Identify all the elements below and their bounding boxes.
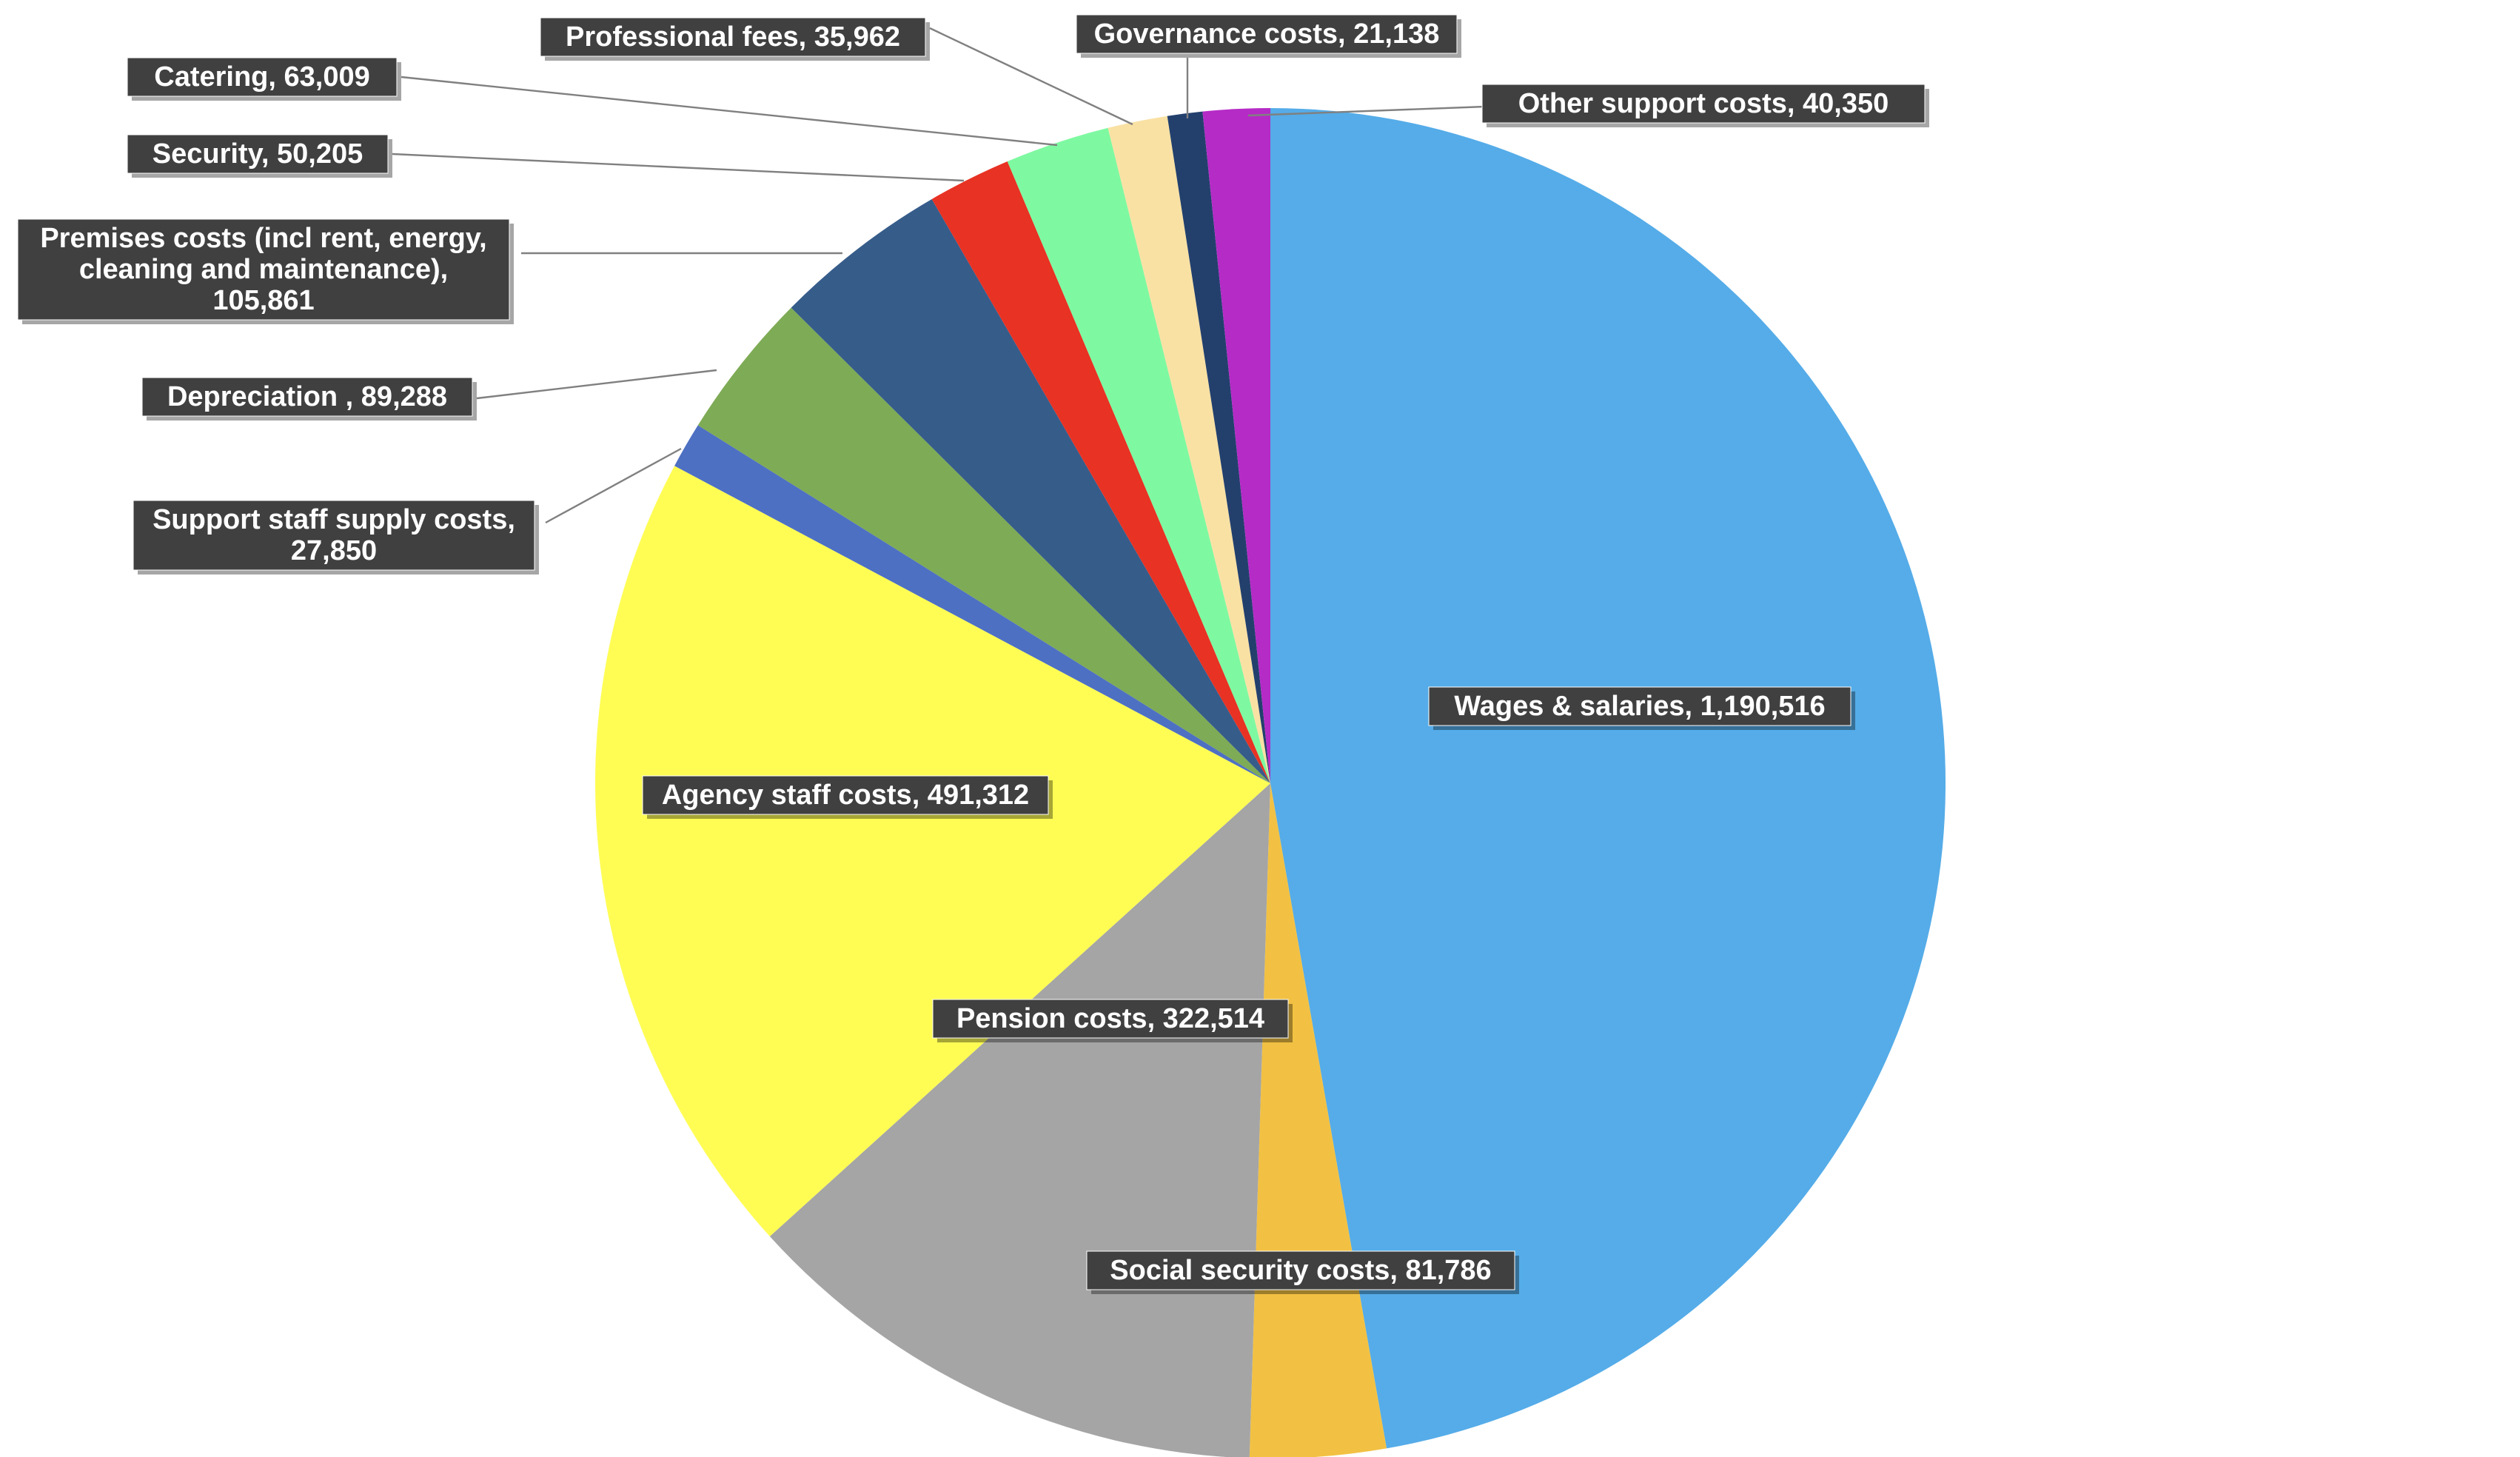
data-label-6: Depreciation , 89,288 bbox=[141, 377, 477, 421]
data-label-8: Security, 50,205 bbox=[127, 134, 392, 178]
data-label-box bbox=[141, 377, 473, 417]
leader-line-12 bbox=[1247, 105, 1486, 117]
data-label-box bbox=[127, 57, 398, 97]
data-labels: Wages & salaries, 1,190,516 Social securi… bbox=[17, 14, 1929, 1294]
data-label-text: Pension costs, 322,514 bbox=[956, 1003, 1264, 1034]
data-label-text: Support staff supply costs, bbox=[153, 504, 515, 535]
data-label-text: 27,850 bbox=[291, 535, 377, 566]
pie-slice-1 bbox=[1270, 108, 1946, 1449]
pie-slice-9 bbox=[1007, 127, 1270, 784]
pie-slices bbox=[594, 108, 1946, 1457]
data-label-11: Governance costs, 21,138 bbox=[1076, 14, 1461, 58]
pie-slice-12 bbox=[1202, 108, 1270, 783]
data-label-4: Agency staff costs, 491,312 bbox=[642, 775, 1053, 819]
pie-slice-7 bbox=[791, 198, 1270, 784]
pie-slice-5 bbox=[674, 425, 1270, 783]
data-label-text: Professional fees, 35,962 bbox=[566, 21, 900, 53]
pie-slice-6 bbox=[697, 307, 1270, 783]
data-label-7: Premises costs (incl rent, energy,cleani… bbox=[17, 218, 514, 324]
pie-slice-10 bbox=[1107, 115, 1270, 783]
pie-slice-4 bbox=[594, 466, 1270, 1237]
pie-slice-11 bbox=[1167, 111, 1270, 784]
data-label-box bbox=[932, 999, 1289, 1039]
data-label-text: 105,861 bbox=[212, 285, 314, 316]
data-label-text: Premises costs (incl rent, energy, bbox=[40, 223, 486, 254]
data-label-box bbox=[1076, 14, 1458, 54]
leader-line-6 bbox=[476, 369, 717, 400]
data-label-text: Other support costs, 40,350 bbox=[1518, 88, 1889, 119]
data-label-2: Social security costs, 81,786 bbox=[1086, 1250, 1519, 1294]
data-label-text: Security, 50,205 bbox=[153, 138, 363, 170]
leader-line-10 bbox=[929, 27, 1133, 126]
data-label-text: Agency staff costs, 491,312 bbox=[662, 780, 1029, 811]
leader-line-8 bbox=[392, 153, 965, 182]
data-label-box bbox=[1086, 1250, 1515, 1290]
leader-lines bbox=[392, 27, 1486, 524]
data-label-box bbox=[540, 17, 926, 57]
data-label-box bbox=[17, 218, 510, 321]
data-label-text: Social security costs, 81,786 bbox=[1110, 1255, 1491, 1286]
data-label-text: Governance costs, 21,138 bbox=[1094, 19, 1440, 50]
pie-slice-8 bbox=[931, 161, 1270, 783]
data-label-box bbox=[133, 500, 535, 571]
data-label-box bbox=[1428, 686, 1852, 726]
data-label-10: Professional fees, 35,962 bbox=[540, 17, 930, 61]
data-label-text: Depreciation , 89,288 bbox=[167, 381, 447, 412]
data-label-box bbox=[642, 775, 1049, 815]
data-label-5: Support staff supply costs,27,850 bbox=[133, 500, 539, 575]
data-label-1: Wages & salaries, 1,190,516 bbox=[1428, 686, 1855, 730]
leader-line-9 bbox=[401, 76, 1058, 147]
data-label-box bbox=[127, 134, 389, 174]
data-label-12: Other support costs, 40,350 bbox=[1481, 84, 1929, 127]
data-label-text: Wages & salaries, 1,190,516 bbox=[1454, 691, 1825, 722]
data-label-text: cleaning and maintenance), bbox=[79, 254, 448, 285]
data-label-9: Catering, 63,009 bbox=[127, 57, 401, 101]
data-label-box bbox=[1481, 84, 1926, 124]
data-label-text: Catering, 63,009 bbox=[154, 61, 369, 93]
leader-line-5 bbox=[545, 447, 682, 524]
data-label-3: Pension costs, 322,514 bbox=[932, 999, 1293, 1042]
